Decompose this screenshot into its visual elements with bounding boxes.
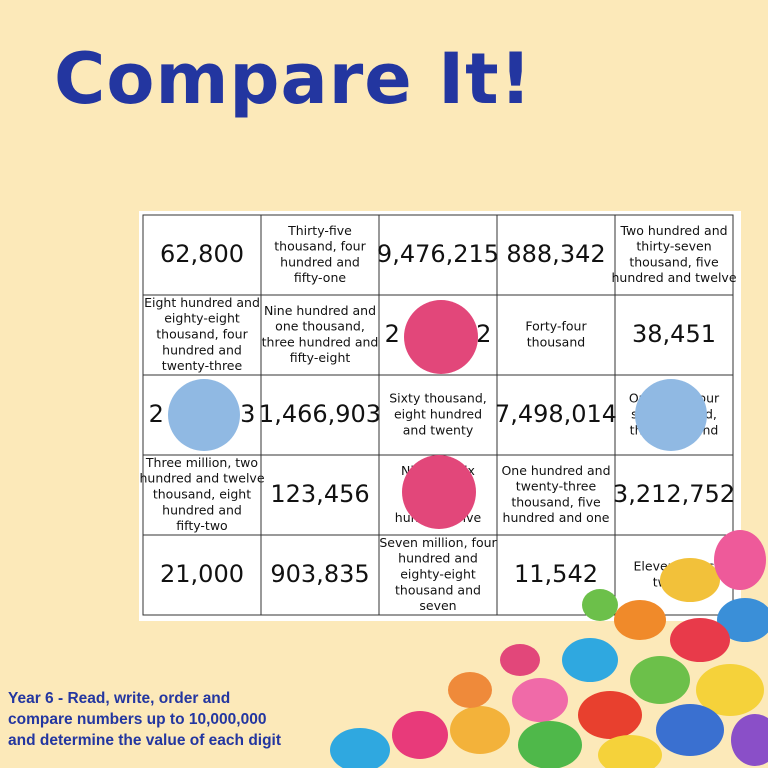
- cell-text: hundred and twelve: [611, 270, 736, 285]
- cell-text: 9,476,215: [377, 240, 499, 268]
- cell-text: one thousand,: [275, 319, 365, 334]
- cell-text: Thirty-five: [287, 223, 352, 238]
- cell-text: Two hundred and: [619, 223, 727, 238]
- cell-text: Three million, two: [145, 455, 258, 470]
- cell-text: hundred and: [398, 551, 478, 566]
- cell-text: fifty-two: [176, 518, 227, 533]
- counter: [402, 455, 476, 529]
- cell-text: 62,800: [160, 240, 244, 268]
- cell-text: thousand: [527, 334, 585, 349]
- cell-text: 11,542: [514, 560, 598, 588]
- cell-text: 21,000: [160, 560, 244, 588]
- cell-text: Seven million, four: [379, 535, 497, 550]
- cell-text: hundred and: [162, 342, 242, 357]
- cell-text: Sixty thousand,: [389, 391, 486, 406]
- cell-text: Forty-four: [525, 319, 587, 334]
- cell-text: thousand, five: [511, 494, 601, 509]
- cell-text: One hundred and: [501, 463, 610, 478]
- cell-text: thousand, four: [274, 239, 366, 254]
- number-pile-decoration: [330, 530, 768, 768]
- cell-text: seven: [419, 598, 456, 613]
- cell-text: 903,835: [270, 560, 369, 588]
- cell-text: hundred and one: [503, 510, 610, 525]
- cell-text: thousand, five: [629, 254, 719, 269]
- cell-text: 7,498,014: [495, 400, 617, 428]
- cell-text: hundred and twelve: [139, 471, 264, 486]
- cell-text: fifty-one: [294, 270, 346, 285]
- cell-text: thirty-seven: [636, 239, 711, 254]
- cell-text: eight hundred: [394, 407, 482, 422]
- cell-text: hundred and: [280, 254, 360, 269]
- cell-text: 888,342: [506, 240, 605, 268]
- cell-text: 38,451: [632, 320, 716, 348]
- cell-text: three hundred and: [262, 334, 379, 349]
- footer: Year 6 - Read, write, order and compare n…: [8, 688, 281, 751]
- cell-text: 3,212,752: [613, 480, 735, 508]
- cell-text: thousand, four: [156, 327, 248, 342]
- cell-text: Nine hundred and: [264, 303, 376, 318]
- cell-text: fifty-eight: [290, 350, 351, 365]
- title: Compare It!: [54, 38, 533, 120]
- cell-text: 123,456: [270, 480, 369, 508]
- cell-text: thousand and: [395, 582, 481, 597]
- cell-text: twenty-three: [162, 358, 243, 373]
- counter: [635, 379, 707, 451]
- footer-line: compare numbers up to 10,000,000: [8, 711, 267, 728]
- cell-text: Eight hundred and: [144, 295, 260, 310]
- cell-text: thousand, eight: [153, 487, 251, 502]
- counter: [404, 300, 478, 374]
- cell-text: and twenty: [403, 422, 474, 437]
- footer-line: and determine the value of each digit: [8, 732, 282, 749]
- cell-text: eighty-eight: [400, 567, 476, 582]
- cell-text: 1,466,903: [259, 400, 381, 428]
- cell-text: hundred and: [162, 502, 242, 517]
- cell-text: twenty-three: [516, 479, 597, 494]
- cell-text: eighty-eight: [164, 311, 240, 326]
- counter: [168, 379, 240, 451]
- footer-line: Year 6 - Read, write, order and: [8, 690, 231, 707]
